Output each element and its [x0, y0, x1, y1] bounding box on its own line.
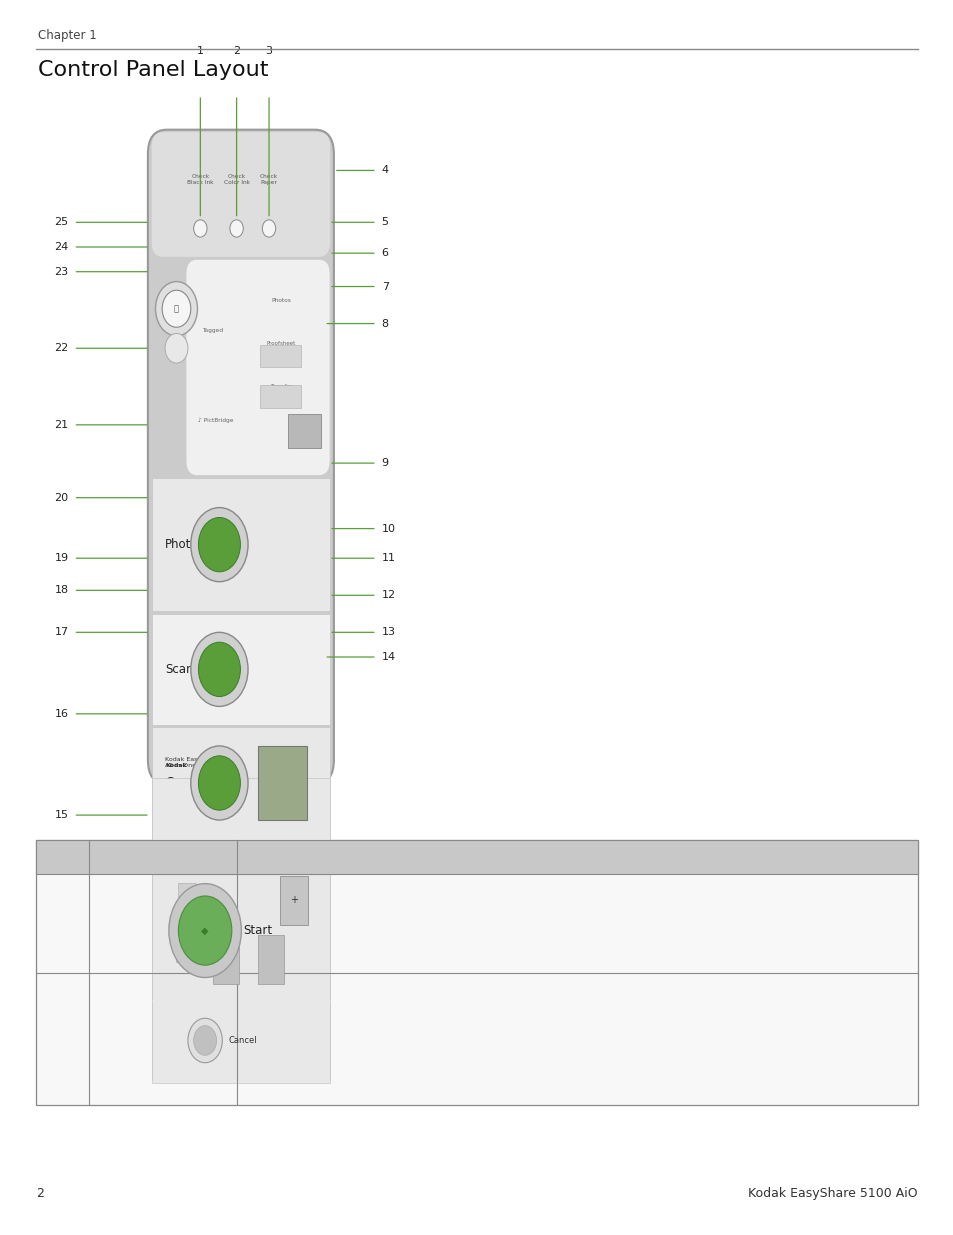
Bar — [257, 935, 284, 984]
Text: Scan: Scan — [165, 663, 193, 676]
Bar — [152, 614, 330, 725]
Text: 7: 7 — [381, 282, 388, 291]
Text: 6: 6 — [381, 248, 388, 258]
FancyBboxPatch shape — [152, 132, 330, 257]
Text: Fit to Page: Fit to Page — [176, 947, 205, 952]
Text: 15: 15 — [54, 810, 69, 820]
Text: 10: 10 — [381, 524, 395, 534]
Text: Copy: Copy — [165, 777, 194, 789]
Bar — [288, 414, 320, 448]
Text: 20: 20 — [54, 493, 69, 503]
Circle shape — [262, 220, 275, 237]
Circle shape — [191, 632, 248, 706]
Bar — [152, 478, 330, 611]
Text: 24: 24 — [54, 242, 69, 252]
Circle shape — [169, 884, 241, 978]
Text: Kodak: Kodak — [165, 763, 187, 768]
Text: ◆: ◆ — [201, 925, 209, 936]
Text: 14: 14 — [381, 652, 395, 662]
Text: 11: 11 — [381, 553, 395, 563]
Text: 18: 18 — [54, 585, 69, 595]
Circle shape — [193, 220, 207, 237]
Text: Chapter 1: Chapter 1 — [38, 28, 97, 42]
Text: 4: 4 — [381, 165, 388, 175]
Text: 13: 13 — [381, 627, 395, 637]
Text: Kodak EasyShare 5100 AiO: Kodak EasyShare 5100 AiO — [747, 1187, 917, 1200]
Text: Transfer: Transfer — [270, 384, 293, 389]
Text: 100%: 100% — [183, 892, 198, 897]
Text: ⏻: ⏻ — [173, 304, 179, 314]
Text: 22: 22 — [54, 343, 69, 353]
Bar — [152, 727, 330, 839]
Circle shape — [230, 220, 243, 237]
Text: 8: 8 — [381, 319, 388, 329]
Text: 19: 19 — [54, 553, 69, 563]
Text: Black: Black — [237, 892, 253, 897]
Bar — [36, 840, 917, 1105]
Text: 2: 2 — [36, 1187, 44, 1200]
Bar — [260, 385, 300, 408]
Text: 2: 2 — [233, 46, 240, 56]
Bar — [152, 841, 330, 999]
Text: Control Panel Layout: Control Panel Layout — [38, 61, 269, 80]
Text: Check
Black Ink: Check Black Ink — [187, 174, 213, 185]
Text: Start: Start — [243, 924, 273, 937]
Text: 23: 23 — [54, 267, 69, 277]
Text: Check
Paper: Check Paper — [260, 174, 277, 185]
Circle shape — [162, 290, 191, 327]
Text: Kodak EasyShare 5100
All-in-One Printer: Kodak EasyShare 5100 All-in-One Printer — [165, 757, 236, 768]
Bar — [152, 1002, 330, 1079]
Text: 1: 1 — [196, 46, 204, 56]
Text: ♪ PictBridge: ♪ PictBridge — [198, 417, 233, 422]
Text: +: + — [290, 895, 297, 905]
Bar — [176, 937, 195, 962]
Circle shape — [198, 517, 240, 572]
Bar — [213, 935, 239, 984]
Text: Color: Color — [237, 945, 253, 950]
Text: Check
Color Ink: Check Color Ink — [223, 174, 250, 185]
Bar — [178, 883, 195, 910]
Bar — [152, 778, 330, 1083]
Circle shape — [191, 746, 248, 820]
Text: 21: 21 — [54, 420, 69, 430]
Text: Quantity: Quantity — [274, 856, 297, 861]
Text: 12: 12 — [381, 590, 395, 600]
Circle shape — [198, 642, 240, 697]
Bar — [279, 876, 308, 925]
Circle shape — [191, 508, 248, 582]
Text: 25: 25 — [54, 217, 69, 227]
Text: Tagged: Tagged — [202, 329, 223, 333]
Text: 16: 16 — [54, 709, 69, 719]
Text: Photos: Photos — [272, 298, 291, 303]
Text: 9: 9 — [381, 458, 388, 468]
Circle shape — [188, 1018, 222, 1062]
Text: 5: 5 — [381, 217, 388, 227]
Text: Photo: Photo — [165, 538, 198, 551]
Circle shape — [178, 897, 232, 966]
Text: 17: 17 — [54, 627, 69, 637]
FancyBboxPatch shape — [148, 130, 334, 784]
Bar — [260, 345, 300, 367]
Bar — [36, 840, 917, 874]
Circle shape — [198, 756, 240, 810]
Text: Proofsheet: Proofsheet — [267, 341, 295, 346]
Text: Cancel: Cancel — [229, 1036, 257, 1045]
Circle shape — [155, 282, 197, 336]
Bar — [257, 746, 307, 820]
Text: 3: 3 — [265, 46, 273, 56]
FancyBboxPatch shape — [186, 259, 330, 475]
Circle shape — [193, 1025, 216, 1055]
Circle shape — [165, 333, 188, 363]
